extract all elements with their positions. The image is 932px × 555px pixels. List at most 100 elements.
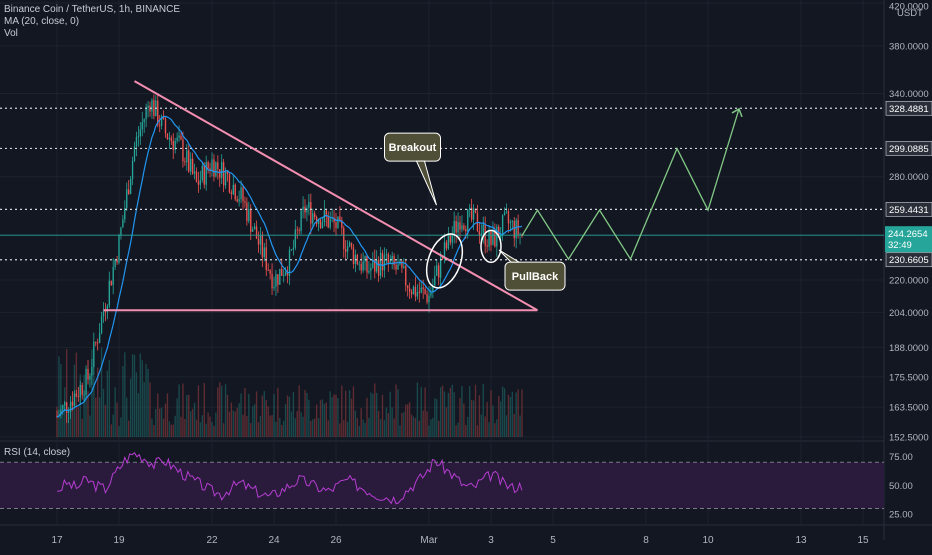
volume-bar	[147, 368, 149, 437]
candle-body	[226, 171, 229, 175]
candle-body	[281, 268, 283, 276]
volume-bar	[513, 414, 515, 437]
volume-bar	[490, 390, 492, 437]
candle-body	[364, 256, 366, 262]
volume-bar	[377, 411, 380, 437]
candle-body	[139, 129, 141, 137]
volume-bar	[164, 403, 167, 437]
volume-bar	[195, 419, 198, 437]
candle-body	[308, 201, 310, 208]
volume-bar	[236, 407, 238, 437]
volume-bar	[81, 418, 83, 437]
level-label: 299.0885	[889, 144, 929, 155]
volume-bar	[238, 403, 240, 437]
level-label: 328.4881	[889, 104, 929, 115]
volume-bar	[509, 396, 512, 437]
y-tick-label: 204.0000	[889, 308, 929, 319]
candle-body	[337, 216, 339, 228]
volume-bars	[56, 347, 523, 437]
volume-bar	[250, 423, 252, 437]
rsi-band	[0, 462, 884, 509]
candle-body	[366, 256, 368, 273]
candle-body	[401, 260, 403, 268]
x-tick-label: 19	[113, 535, 125, 546]
volume-bar	[476, 425, 479, 437]
volume-bar	[345, 390, 347, 437]
volume-bar	[221, 385, 223, 437]
candle-body	[350, 242, 353, 248]
y-tick-label: 380.0000	[889, 41, 929, 52]
candle-body	[352, 247, 355, 264]
candle-body	[315, 217, 318, 224]
volume-bar	[469, 386, 471, 437]
volume-bar	[432, 417, 434, 437]
volume-bar	[184, 418, 186, 437]
candle-body	[374, 259, 376, 272]
rsi-legend: RSI (14, close)	[4, 447, 71, 458]
volume-bar	[354, 410, 357, 437]
volume-bar	[397, 389, 399, 437]
candle-body	[188, 150, 190, 172]
candle-body	[416, 291, 419, 297]
volume-bar	[395, 384, 397, 437]
rsi-line	[56, 452, 523, 505]
pullback-callout-box	[504, 261, 566, 291]
rsi-tick-label: 50.00	[889, 481, 913, 492]
candle-body	[294, 229, 296, 248]
volume-bar	[98, 397, 101, 437]
volume-bar	[300, 412, 302, 437]
volume-bar	[66, 349, 68, 437]
volume-bar	[166, 393, 169, 437]
volume-bar	[426, 411, 428, 437]
volume-bar	[100, 347, 103, 437]
volume-bar	[428, 425, 430, 437]
candle-body	[172, 140, 174, 150]
candle-body	[325, 210, 327, 217]
trendline-descending	[134, 80, 538, 312]
volume-bar	[358, 425, 360, 437]
candle-body	[199, 180, 202, 185]
candle-body	[271, 273, 273, 289]
volume-bar	[193, 402, 196, 437]
candle-body	[449, 233, 451, 243]
volume-bar	[155, 408, 157, 437]
candle-body	[102, 311, 105, 317]
candle-body	[312, 213, 314, 224]
candle-body	[236, 199, 238, 202]
volume-bar	[461, 386, 463, 437]
candle-body	[376, 259, 378, 272]
volume-bar	[248, 393, 250, 437]
level-label-box	[885, 252, 932, 268]
volume-bar	[255, 391, 258, 437]
candle-body	[217, 162, 219, 170]
candle-body	[397, 264, 399, 270]
x-tick-label: 15	[857, 535, 869, 546]
pullback-circle	[480, 229, 502, 264]
volume-bar	[157, 393, 159, 437]
volume-bar	[389, 391, 391, 437]
volume-bar	[143, 382, 145, 437]
volume-bar	[118, 425, 120, 437]
volume-bar	[465, 425, 467, 437]
candle-body	[459, 222, 461, 230]
candle-body	[162, 116, 165, 119]
volume-bar	[500, 401, 502, 437]
candle-body	[153, 99, 155, 116]
volume-bar	[178, 384, 180, 437]
volume-bar	[203, 382, 205, 437]
volume-bar	[199, 422, 202, 437]
volume-bar	[418, 420, 420, 437]
volume-bar	[308, 399, 310, 437]
candle-body	[71, 401, 74, 406]
level-label-box	[885, 141, 932, 156]
volume-bar	[480, 414, 482, 437]
volume-bar	[253, 404, 256, 437]
candle-body	[436, 265, 438, 276]
candle-body	[283, 275, 285, 276]
candle-body	[147, 105, 149, 108]
volume-bar	[403, 412, 405, 437]
volume-bar	[95, 397, 97, 437]
volume-bar	[292, 392, 295, 437]
